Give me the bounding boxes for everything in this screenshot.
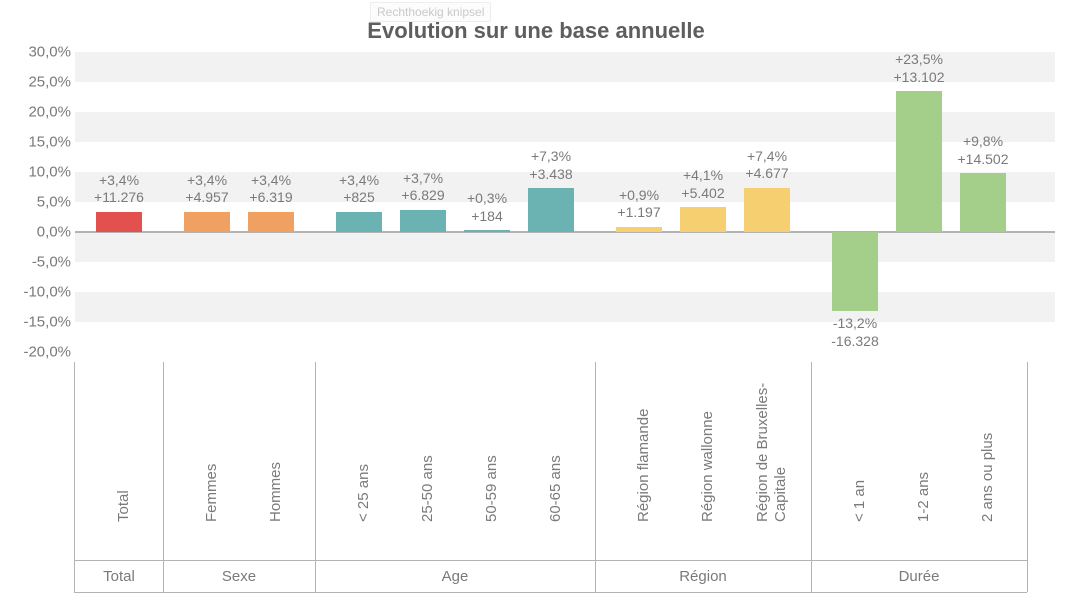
bar-d_1_2	[896, 91, 942, 232]
cat-label-line: < 25 ans	[355, 464, 372, 522]
bar-pct: +3,4%	[79, 172, 159, 190]
bar-50_59	[464, 230, 510, 232]
bar-abs: +6.319	[231, 189, 311, 207]
y-tick-label: 5,0%	[3, 194, 71, 211]
bar-25_50	[400, 210, 446, 232]
cat-label-line: Capitale	[772, 467, 789, 522]
cat-label-line: 2 ans ou plus	[979, 433, 996, 522]
y-tick-label: 0,0%	[3, 224, 71, 241]
bar-label-d_lt1: -13,2%-16.328	[815, 315, 895, 350]
bar-label-d_1_2: +23,5%+13.102	[879, 51, 959, 86]
bar-abs: -16.328	[815, 333, 895, 351]
bar-pct: +23,5%	[879, 51, 959, 69]
bar-label-d_2plus: +9,8%+14.502	[943, 133, 1023, 168]
cat-label-line: Région de Bruxelles-	[754, 383, 771, 522]
cat-label-line: Hommes	[267, 462, 284, 522]
bar-wall	[680, 207, 726, 232]
y-tick-label: -5,0%	[3, 254, 71, 271]
bar-pct: +7,3%	[511, 148, 591, 166]
group-separator	[163, 362, 164, 592]
group-separator	[315, 362, 316, 592]
bar-d_lt1	[832, 232, 878, 311]
bar-d_2plus	[960, 173, 1006, 232]
evolution-chart: -20,0%-15,0%-10,0%-5,0%0,0%5,0%10,0%15,0…	[75, 52, 1055, 352]
bar-label-50_59: +0,3%+184	[447, 190, 527, 225]
y-tick-label: -20,0%	[3, 344, 71, 361]
bar-abs: +1.197	[599, 204, 679, 222]
group-hline-bottom	[74, 592, 1027, 593]
group-label: Sexe	[163, 568, 315, 585]
y-tick-label: 20,0%	[3, 104, 71, 121]
bar-lt25	[336, 212, 382, 232]
cat-label-line: < 1 an	[851, 480, 868, 522]
group-hline	[74, 560, 1027, 561]
gridline	[75, 292, 1055, 322]
group-label: Total	[75, 568, 163, 585]
group-separator	[811, 362, 812, 592]
bar-abs: +14.502	[943, 151, 1023, 169]
cat-label-line: Région flamande	[635, 409, 652, 522]
bar-abs: +4.677	[727, 165, 807, 183]
bar-total	[96, 212, 142, 232]
y-tick-label: 25,0%	[3, 74, 71, 91]
cat-label-line: 25-50 ans	[419, 455, 436, 522]
bar-bxl	[744, 188, 790, 232]
bar-pct: -13,2%	[815, 315, 895, 333]
cat-label-line: Femmes	[203, 464, 220, 522]
bar-60_65	[528, 188, 574, 232]
bar-label-bxl: +7,4%+4.677	[727, 148, 807, 183]
bar-hommes	[248, 212, 294, 232]
bar-abs: +3.438	[511, 166, 591, 184]
cat-label-line: 60-65 ans	[547, 455, 564, 522]
bar-abs: +184	[447, 208, 527, 226]
y-tick-label: 15,0%	[3, 134, 71, 151]
y-tick-label: -15,0%	[3, 314, 71, 331]
group-separator	[1027, 362, 1028, 592]
cat-label-line: 50-59 ans	[483, 455, 500, 522]
gridline	[75, 232, 1055, 262]
bar-pct: +3,7%	[383, 170, 463, 188]
group-separator	[74, 362, 75, 592]
bar-femmes	[184, 212, 230, 232]
bar-label-total: +3,4%+11.276	[79, 172, 159, 207]
group-label: Région	[595, 568, 811, 585]
cat-label-line: Total	[115, 490, 132, 522]
bar-pct: +7,4%	[727, 148, 807, 166]
group-label: Age	[315, 568, 595, 585]
bar-abs: +13.102	[879, 69, 959, 87]
y-tick-label: 30,0%	[3, 44, 71, 61]
group-label: Durée	[811, 568, 1027, 585]
bar-flam	[616, 227, 662, 232]
cat-label-line: 1-2 ans	[915, 472, 932, 522]
bar-pct: +3,4%	[231, 172, 311, 190]
bar-label-60_65: +7,3%+3.438	[511, 148, 591, 183]
group-separator	[595, 362, 596, 592]
chart-title: Evolution sur une base annuelle	[0, 18, 1072, 44]
bar-pct: +0,3%	[447, 190, 527, 208]
y-tick-label: -10,0%	[3, 284, 71, 301]
bar-abs: +11.276	[79, 189, 159, 207]
bar-label-hommes: +3,4%+6.319	[231, 172, 311, 207]
y-tick-label: 10,0%	[3, 164, 71, 181]
cat-label-line: Région wallonne	[699, 411, 716, 522]
bar-abs: +5.402	[663, 185, 743, 203]
bar-pct: +9,8%	[943, 133, 1023, 151]
